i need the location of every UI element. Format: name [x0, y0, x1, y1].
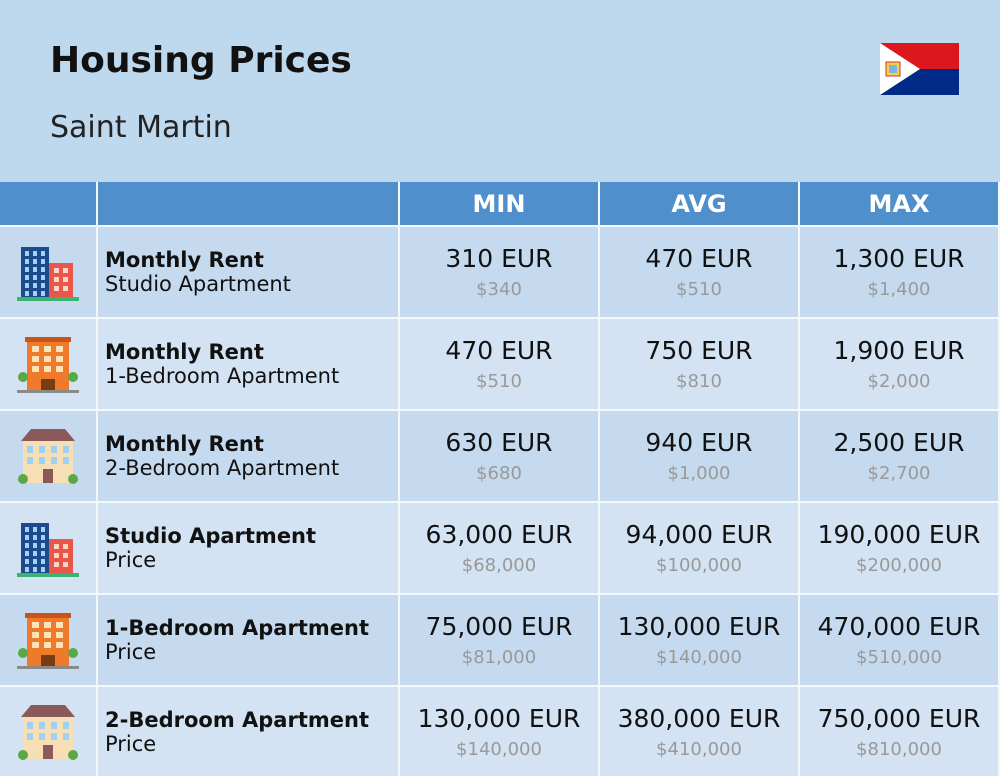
price-local: 310 EUR — [445, 244, 553, 273]
price-usd: $2,000 — [867, 371, 931, 392]
row-icon — [0, 319, 98, 411]
row-icon — [0, 411, 98, 503]
price-usd: $2,700 — [867, 463, 931, 484]
column-header: MIN — [400, 182, 600, 227]
price-usd: $140,000 — [456, 739, 542, 760]
price-usd: $1,000 — [667, 463, 731, 484]
row-label: Monthly Rent 2-Bedroom Apartment — [98, 411, 400, 503]
price-local: 750,000 EUR — [817, 704, 981, 733]
price-usd: $340 — [476, 279, 522, 300]
header-cell — [98, 182, 400, 227]
subtitle: Saint Martin — [50, 110, 232, 145]
value-cell: 940 EUR $1,000 — [600, 411, 800, 503]
value-cell: 470 EUR $510 — [400, 319, 600, 411]
price-usd: $510 — [476, 371, 522, 392]
row-title: Monthly Rent — [105, 340, 264, 364]
price-local: 380,000 EUR — [617, 704, 781, 733]
row-icon — [0, 595, 98, 687]
price-local: 470,000 EUR — [817, 612, 981, 641]
price-usd: $680 — [476, 463, 522, 484]
price-local: 630 EUR — [445, 428, 553, 457]
row-subtitle: Price — [105, 640, 157, 664]
price-usd: $68,000 — [461, 555, 537, 576]
value-cell: 75,000 EUR $81,000 — [400, 595, 600, 687]
value-cell: 1,300 EUR $1,400 — [800, 227, 1000, 319]
price-local: 63,000 EUR — [425, 520, 573, 549]
price-usd: $1,400 — [867, 279, 931, 300]
price-usd: $410,000 — [656, 739, 742, 760]
price-usd: $510,000 — [856, 647, 942, 668]
value-cell: 2,500 EUR $2,700 — [800, 411, 1000, 503]
value-cell: 310 EUR $340 — [400, 227, 600, 319]
header-cell — [0, 182, 98, 227]
price-local: 130,000 EUR — [417, 704, 581, 733]
price-local: 1,900 EUR — [833, 336, 965, 365]
price-usd: $140,000 — [656, 647, 742, 668]
row-icon — [0, 227, 98, 319]
price-usd: $100,000 — [656, 555, 742, 576]
value-cell: 1,900 EUR $2,000 — [800, 319, 1000, 411]
row-label: Monthly Rent 1-Bedroom Apartment — [98, 319, 400, 411]
row-subtitle: 1-Bedroom Apartment — [105, 364, 340, 388]
price-usd: $200,000 — [856, 555, 942, 576]
value-cell: 130,000 EUR $140,000 — [600, 595, 800, 687]
value-cell: 63,000 EUR $68,000 — [400, 503, 600, 595]
row-label: Studio Apartment Price — [98, 503, 400, 595]
flag — [880, 43, 959, 95]
row-label: 2-Bedroom Apartment Price — [98, 687, 400, 776]
price-local: 940 EUR — [645, 428, 753, 457]
row-title: Monthly Rent — [105, 248, 264, 272]
value-cell: 750,000 EUR $810,000 — [800, 687, 1000, 776]
row-icon — [0, 687, 98, 776]
title: Housing Prices — [50, 40, 352, 81]
value-cell: 750 EUR $810 — [600, 319, 800, 411]
price-local: 75,000 EUR — [425, 612, 573, 641]
row-title: 1-Bedroom Apartment — [105, 616, 369, 640]
row-icon — [0, 503, 98, 595]
row-title: Studio Apartment — [105, 524, 317, 548]
value-cell: 470 EUR $510 — [600, 227, 800, 319]
column-header: MAX — [800, 182, 1000, 227]
row-label: Monthly Rent Studio Apartment — [98, 227, 400, 319]
price-usd: $810 — [676, 371, 722, 392]
value-cell: 130,000 EUR $140,000 — [400, 687, 600, 776]
value-cell: 470,000 EUR $510,000 — [800, 595, 1000, 687]
price-local: 2,500 EUR — [833, 428, 965, 457]
price-local: 470 EUR — [645, 244, 753, 273]
value-cell: 630 EUR $680 — [400, 411, 600, 503]
price-local: 1,300 EUR — [833, 244, 965, 273]
row-label: 1-Bedroom Apartment Price — [98, 595, 400, 687]
price-local: 470 EUR — [445, 336, 553, 365]
price-usd: $81,000 — [461, 647, 537, 668]
price-usd: $810,000 — [856, 739, 942, 760]
price-local: 130,000 EUR — [617, 612, 781, 641]
row-subtitle: Studio Apartment — [105, 272, 291, 296]
price-local: 190,000 EUR — [817, 520, 981, 549]
price-local: 94,000 EUR — [625, 520, 773, 549]
column-header: AVG — [600, 182, 800, 227]
value-cell: 380,000 EUR $410,000 — [600, 687, 800, 776]
row-subtitle: 2-Bedroom Apartment — [105, 456, 340, 480]
row-title: Monthly Rent — [105, 432, 264, 456]
value-cell: 190,000 EUR $200,000 — [800, 503, 1000, 595]
row-title: 2-Bedroom Apartment — [105, 708, 369, 732]
row-subtitle: Price — [105, 548, 157, 572]
value-cell: 94,000 EUR $100,000 — [600, 503, 800, 595]
row-subtitle: Price — [105, 732, 157, 756]
price-local: 750 EUR — [645, 336, 753, 365]
price-usd: $510 — [676, 279, 722, 300]
